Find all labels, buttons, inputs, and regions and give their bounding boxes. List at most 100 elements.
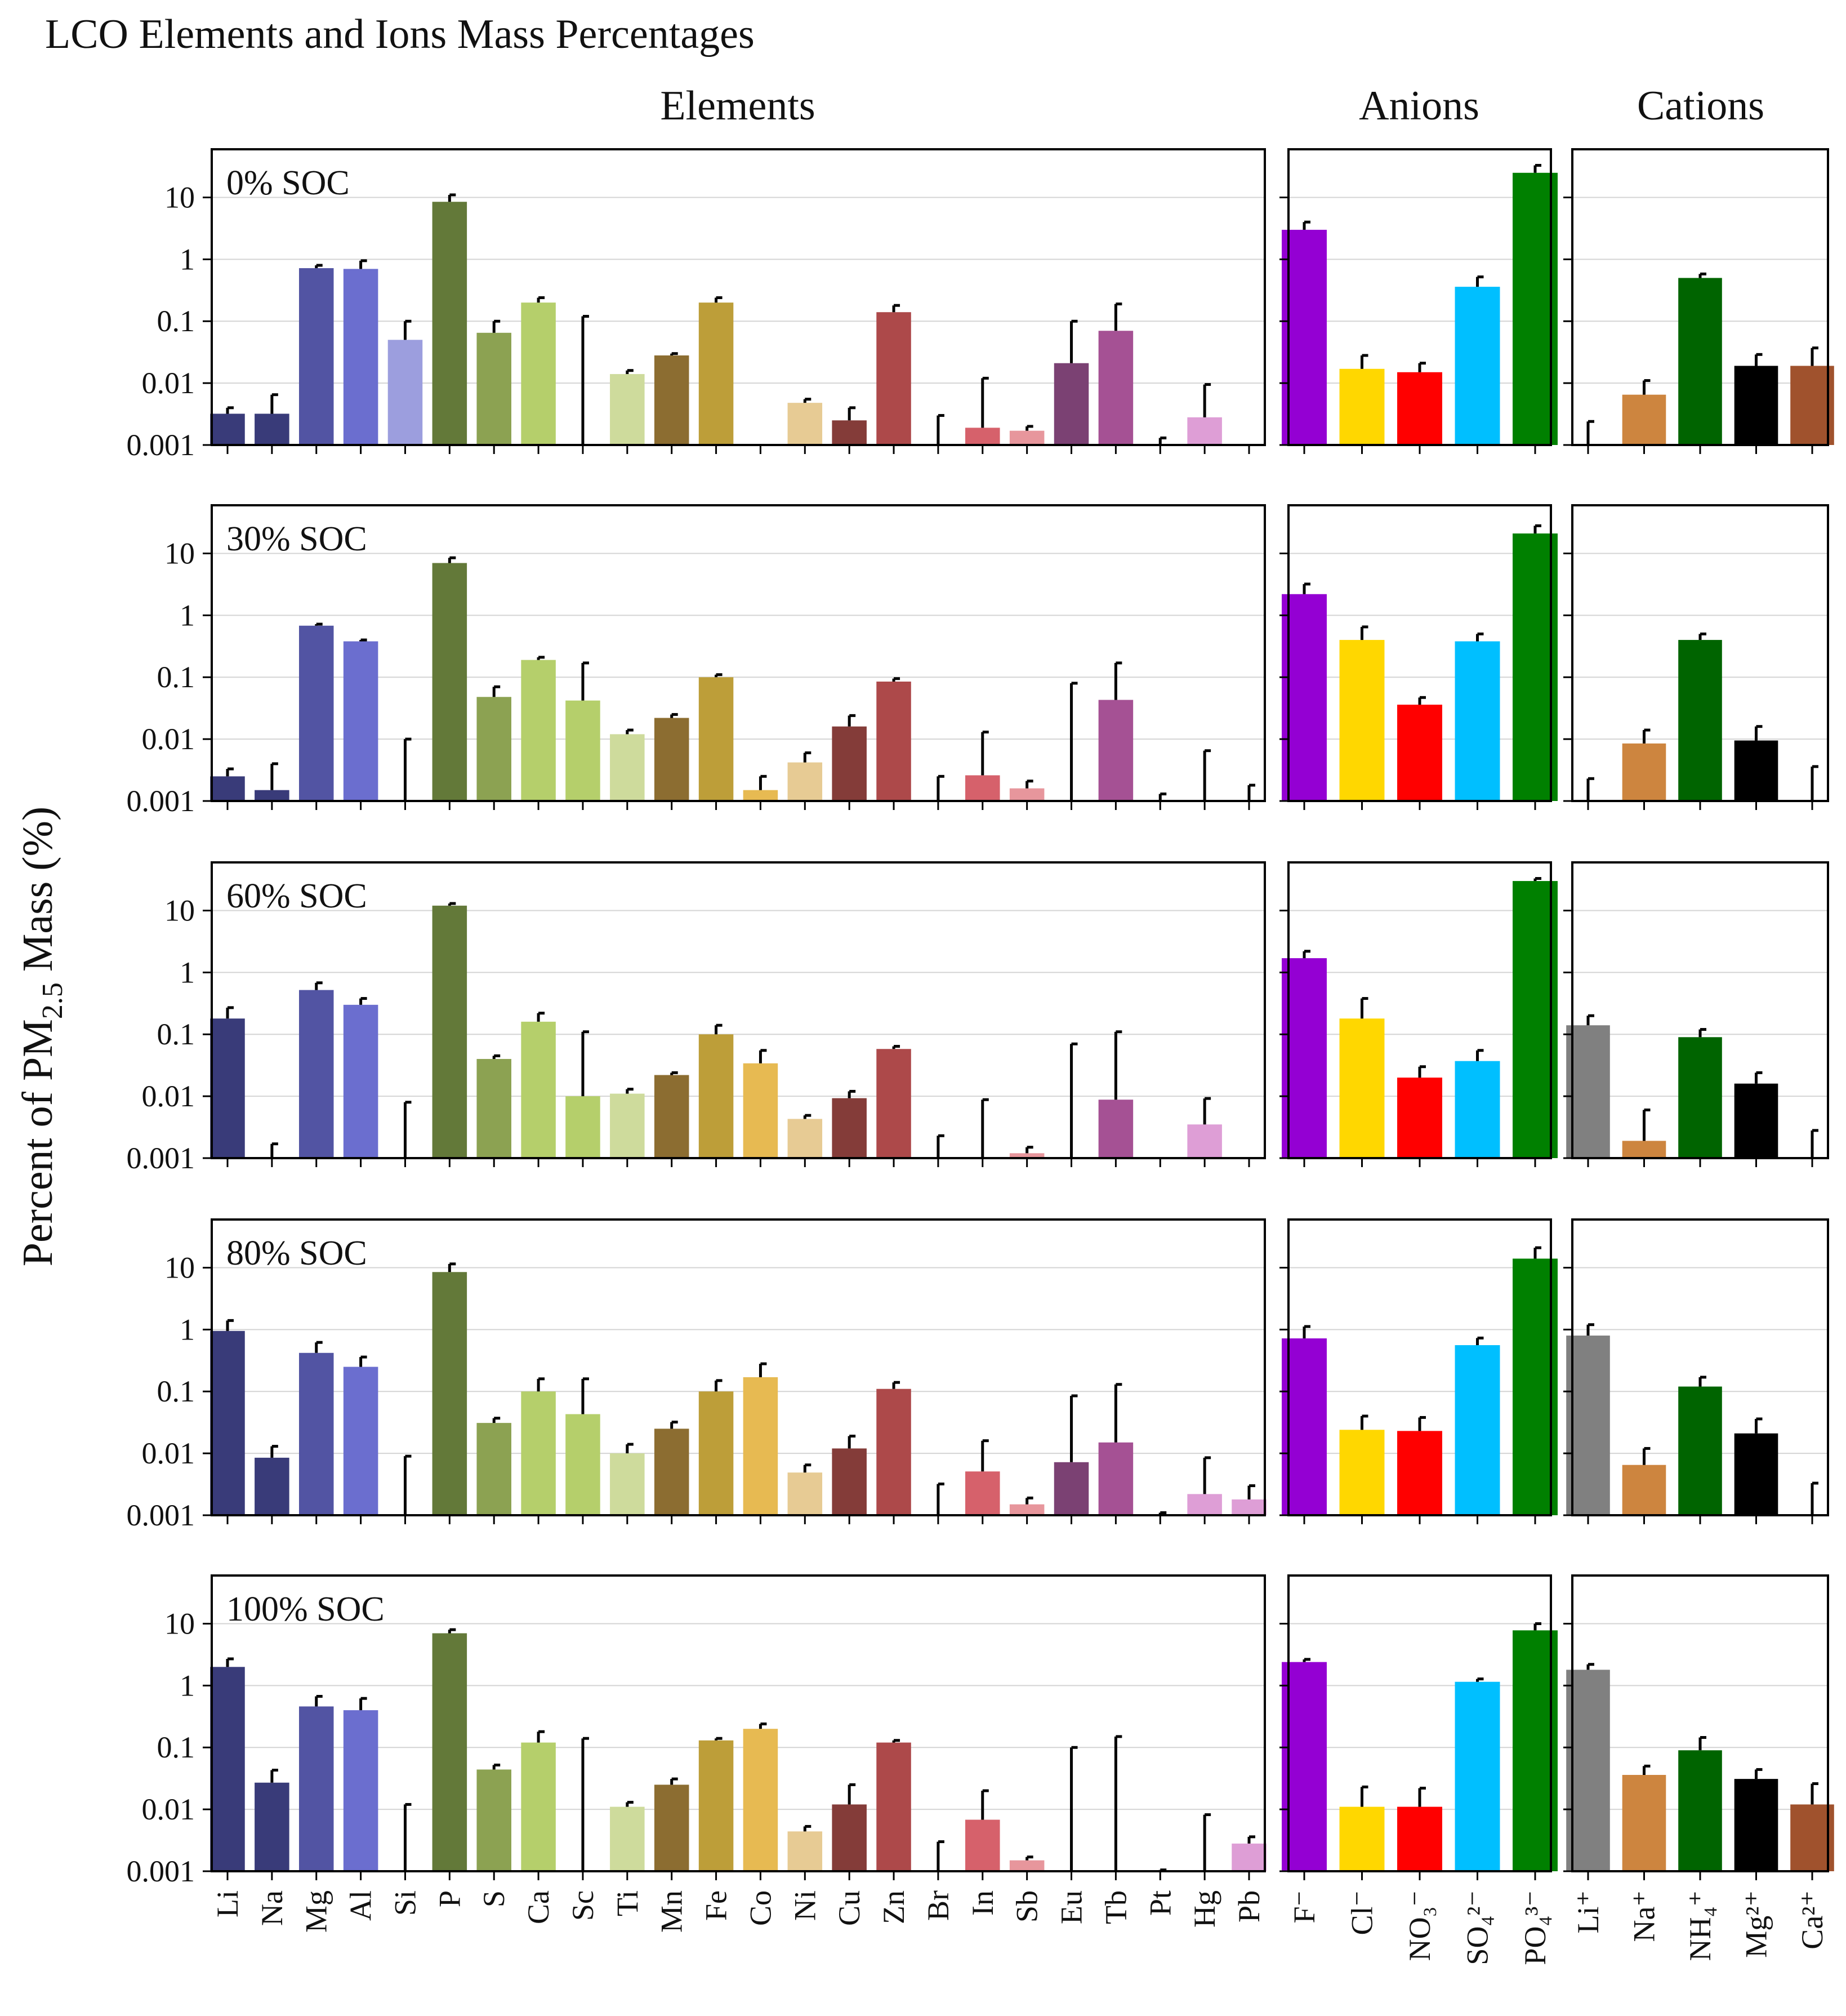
bar-Ti bbox=[610, 734, 645, 801]
bar-P bbox=[432, 905, 467, 1158]
x-tick-label: SO₄²⁻ bbox=[1461, 1890, 1495, 1965]
panel-0-cations bbox=[1563, 148, 1834, 454]
bar-Zn bbox=[876, 1049, 911, 1158]
bar-Pb bbox=[1232, 1843, 1267, 1871]
bar-Cl⁻ bbox=[1339, 1806, 1385, 1871]
bar-Ti bbox=[610, 374, 645, 445]
y-tick-label: 1 bbox=[180, 1668, 195, 1702]
x-tick-label: Ca²⁺ bbox=[1795, 1890, 1829, 1950]
bar-Li bbox=[210, 1018, 245, 1158]
bar-Fe bbox=[698, 1740, 734, 1871]
bar-Na⁺ bbox=[1622, 394, 1666, 445]
y-tick-label: 0.01 bbox=[142, 1079, 195, 1113]
bar-S bbox=[476, 1058, 511, 1158]
bar-Tb bbox=[1098, 331, 1134, 445]
panel-frame bbox=[211, 1574, 1266, 1872]
bar-In bbox=[965, 775, 1000, 801]
bar-Sb bbox=[1009, 1504, 1045, 1515]
bar-Tb bbox=[1098, 1100, 1134, 1158]
panel-frame bbox=[1287, 504, 1552, 802]
y-tick-label: 1 bbox=[180, 1312, 195, 1346]
x-tick-label: Sc bbox=[566, 1890, 600, 1921]
bar-Ni bbox=[787, 1119, 823, 1158]
bar-Na⁺ bbox=[1622, 743, 1666, 801]
y-tick-label: 0.1 bbox=[157, 304, 195, 338]
bar-Sb bbox=[1009, 1153, 1045, 1158]
bar-Co bbox=[743, 1377, 778, 1515]
bar-Hg bbox=[1187, 417, 1222, 445]
bar-Li bbox=[210, 1667, 245, 1871]
bar-Fe bbox=[698, 677, 734, 801]
bar-Cu bbox=[832, 1804, 867, 1871]
x-tick-label: Si bbox=[388, 1890, 422, 1916]
x-tick-label: Na⁺ bbox=[1627, 1890, 1661, 1942]
bar-S bbox=[476, 1769, 511, 1871]
bar-NH₄⁺ bbox=[1678, 1386, 1722, 1515]
bar-Cl⁻ bbox=[1339, 368, 1385, 445]
x-tick-label: Tb bbox=[1099, 1890, 1132, 1924]
panel-3-cations bbox=[1563, 1218, 1829, 1524]
soc-label: 100% SOC bbox=[226, 1590, 385, 1628]
bar-In bbox=[965, 1819, 1000, 1871]
x-tick-label: Mg bbox=[300, 1890, 333, 1933]
panel-frame bbox=[1571, 861, 1829, 1159]
y-tick-label: 10 bbox=[164, 893, 195, 927]
y-tick-label: 10 bbox=[164, 1606, 195, 1640]
bar-NO₃⁻ bbox=[1397, 1806, 1442, 1871]
panel-0-anions bbox=[1279, 148, 1558, 454]
x-tick-label: Pb bbox=[1232, 1890, 1266, 1922]
bar-NH₄⁺ bbox=[1678, 1750, 1722, 1871]
panel-0-elements: 0.001 0.01 0.1 1 10 0% SOC bbox=[127, 148, 1266, 462]
bar-Na bbox=[255, 1457, 289, 1515]
panel-3-elements: 0.001 0.01 0.1 1 10 80% SOC bbox=[127, 1218, 1267, 1532]
x-tick-label: NO₃⁻ bbox=[1403, 1890, 1437, 1961]
panel-2-cations bbox=[1563, 861, 1829, 1167]
bar-Al bbox=[343, 269, 378, 445]
bar-Na bbox=[255, 413, 289, 445]
panel-4-anions: F⁻ Cl⁻ NO₃⁻ SO₄²⁻ PO₄³⁻ bbox=[1279, 1574, 1558, 1965]
bar-NH₄⁺ bbox=[1678, 278, 1722, 445]
x-tick-label: Mg²⁺ bbox=[1740, 1890, 1773, 1958]
bar-Cl⁻ bbox=[1339, 1018, 1385, 1158]
bar-SO₄²⁻ bbox=[1455, 287, 1500, 445]
bar-NO₃⁻ bbox=[1397, 372, 1442, 445]
y-tick-label: 0.01 bbox=[142, 722, 195, 756]
y-tick-label: 0.1 bbox=[157, 1017, 195, 1051]
bar-NH₄⁺ bbox=[1678, 1037, 1722, 1158]
bar-Fe bbox=[698, 302, 734, 445]
bar-P bbox=[432, 563, 467, 801]
bar-Na bbox=[255, 790, 289, 801]
bar-P bbox=[432, 1633, 467, 1871]
bar-Cl⁻ bbox=[1339, 640, 1385, 801]
bar-Zn bbox=[876, 682, 911, 801]
panel-frame bbox=[1287, 1218, 1552, 1516]
x-tick-label: Ca bbox=[521, 1890, 555, 1924]
panel-1-cations bbox=[1563, 504, 1829, 810]
bar-Cu bbox=[832, 726, 867, 801]
x-tick-label: Fe bbox=[699, 1890, 733, 1921]
panel-3-anions bbox=[1279, 1218, 1558, 1524]
bar-Ti bbox=[610, 1093, 645, 1158]
bar-Ni bbox=[787, 762, 823, 801]
x-tick-label: Sb bbox=[1010, 1890, 1044, 1922]
panel-1-elements: 0.001 0.01 0.1 1 10 30% SOC bbox=[127, 504, 1266, 818]
bar-Al bbox=[343, 641, 378, 801]
bar-Co bbox=[743, 1063, 778, 1158]
bar-Tb bbox=[1098, 1442, 1134, 1515]
bar-Co bbox=[743, 1729, 778, 1871]
bar-P bbox=[432, 1272, 467, 1515]
y-tick-label: 0.001 bbox=[127, 784, 195, 818]
bar-S bbox=[476, 697, 511, 801]
x-tick-label: Co bbox=[743, 1890, 777, 1926]
x-tick-label: PO₄³⁻ bbox=[1518, 1890, 1552, 1965]
bar-NO₃⁻ bbox=[1397, 705, 1442, 801]
bar-Tb bbox=[1098, 700, 1134, 801]
bar-Ca bbox=[521, 1021, 556, 1158]
bar-NO₃⁻ bbox=[1397, 1431, 1442, 1515]
x-tick-label: Eu bbox=[1055, 1890, 1089, 1924]
x-tick-label: NH₄⁺ bbox=[1683, 1890, 1717, 1961]
panel-frame bbox=[211, 1218, 1266, 1516]
bar-Zn bbox=[876, 312, 911, 445]
panel-frame bbox=[1571, 504, 1829, 802]
bar-Mg²⁺ bbox=[1734, 1083, 1778, 1158]
